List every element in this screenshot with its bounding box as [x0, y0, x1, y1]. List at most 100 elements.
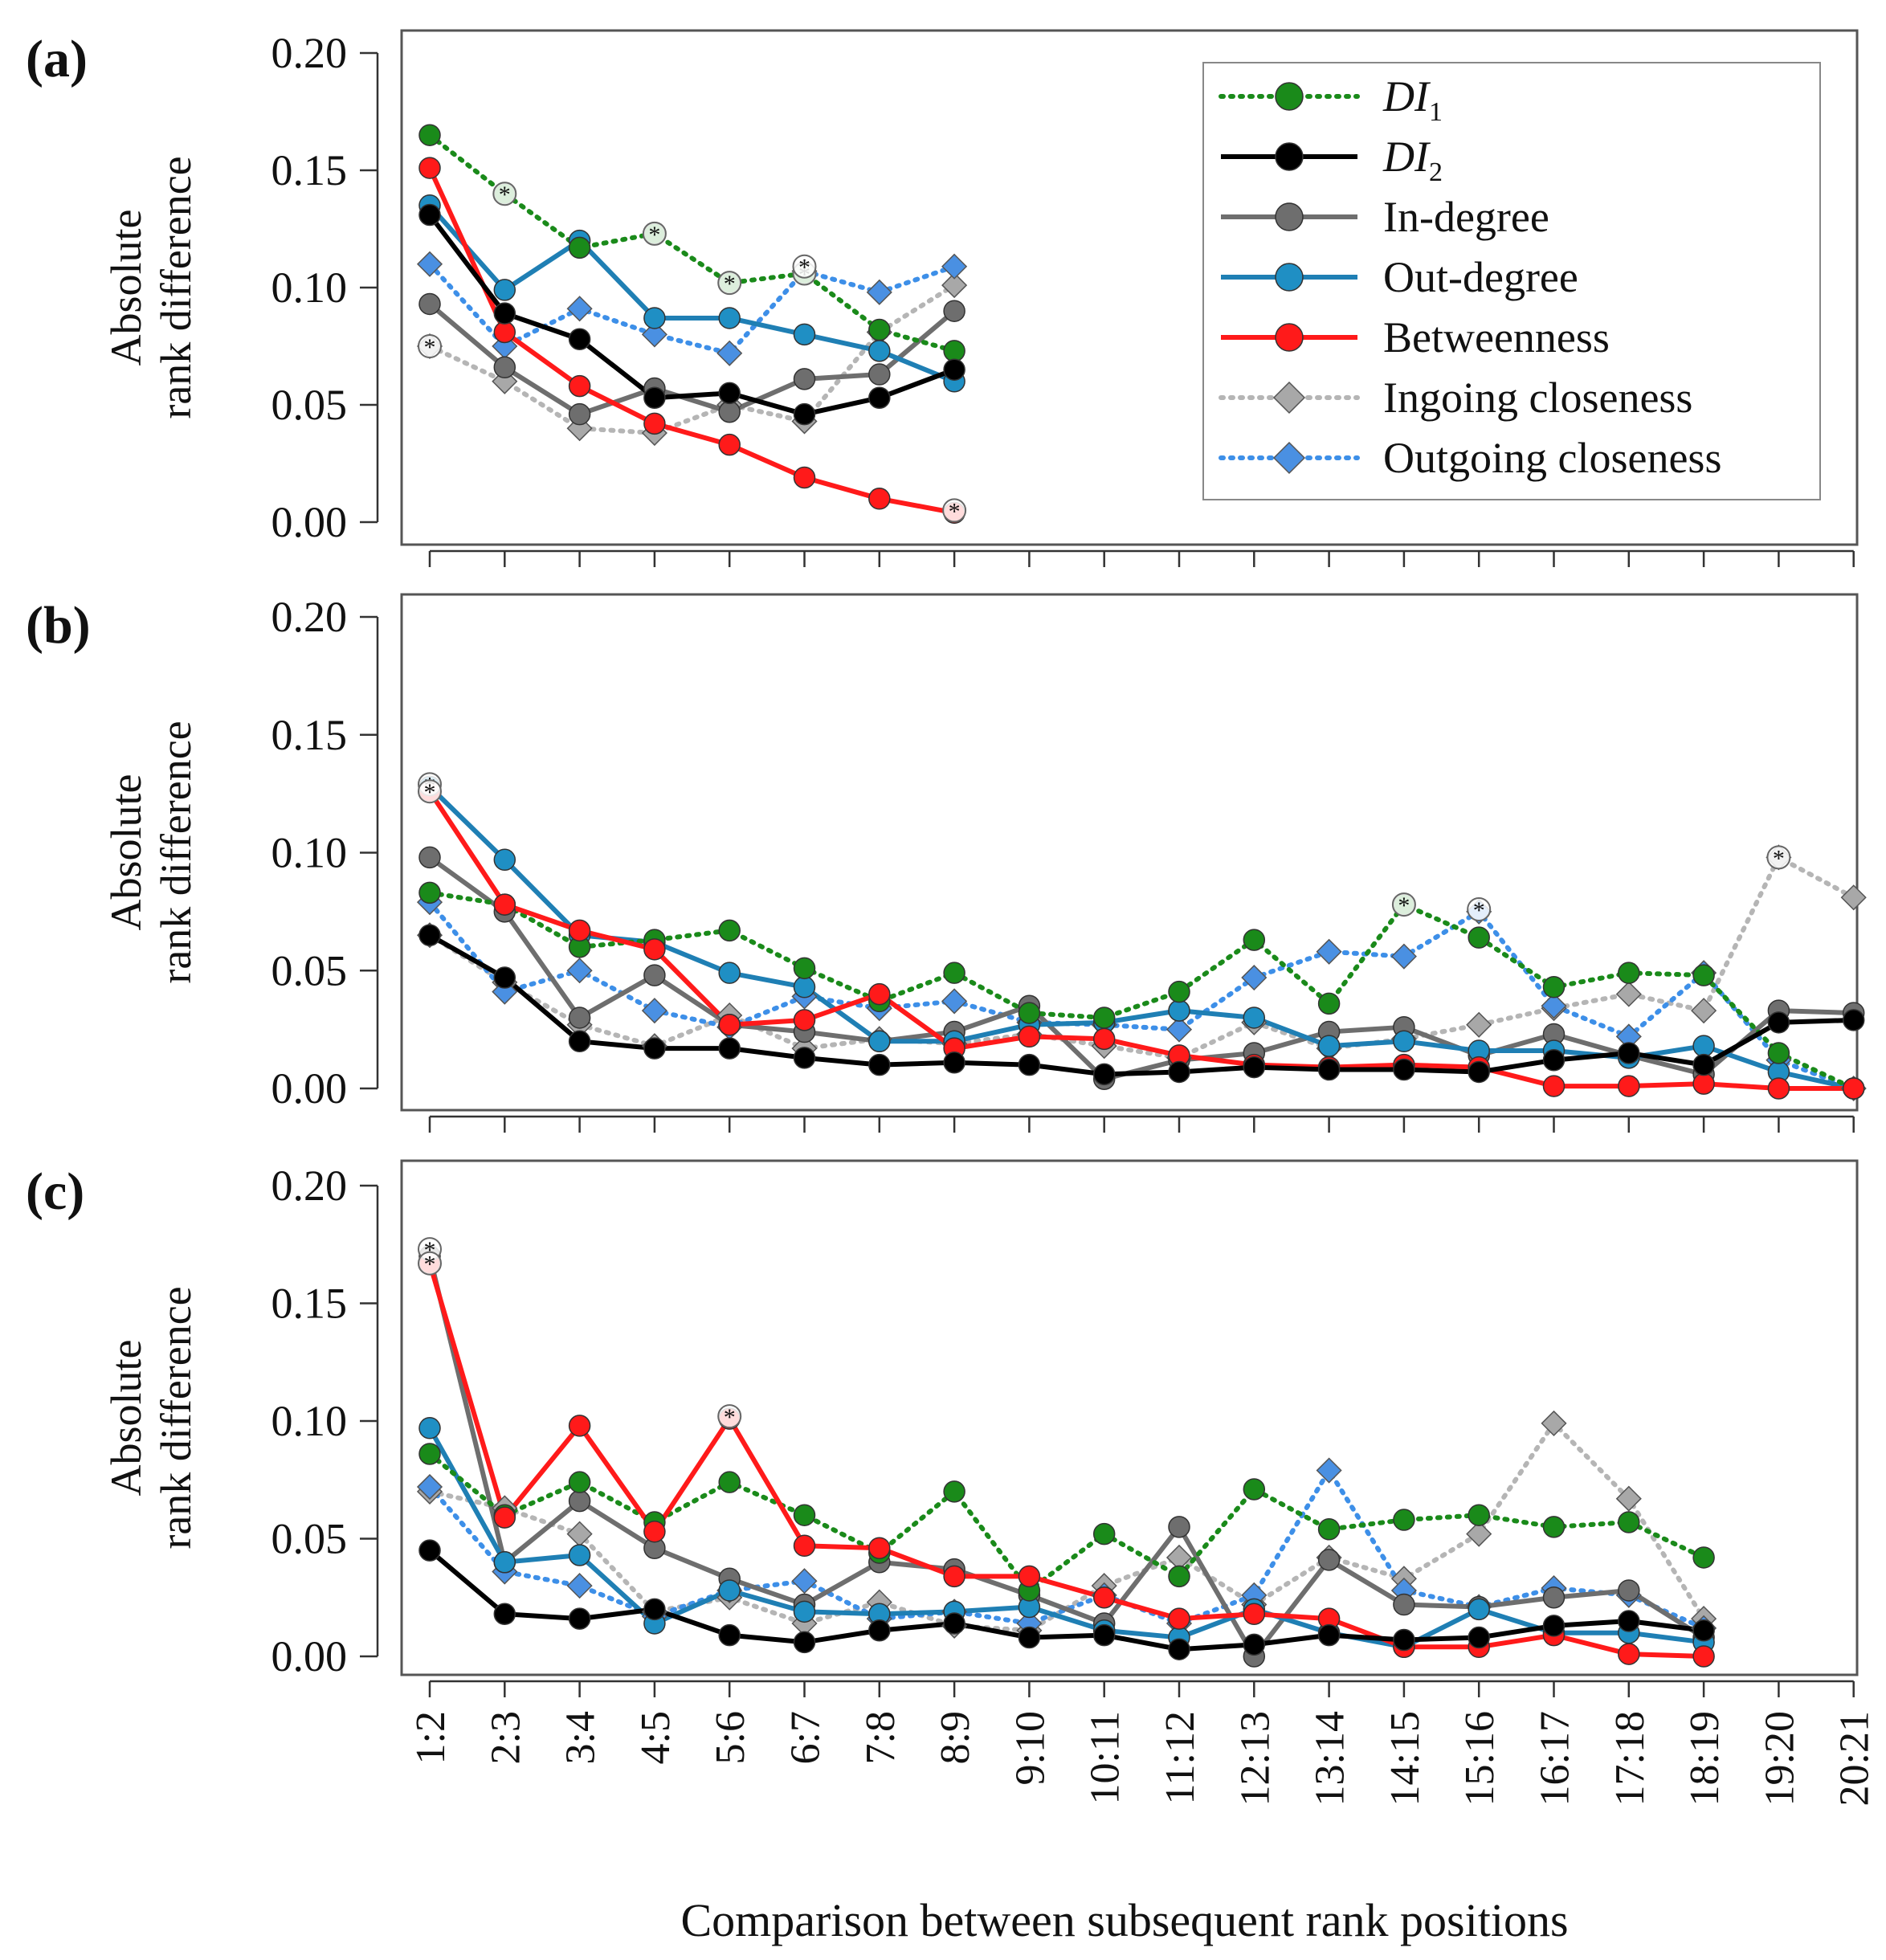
point-betw [793, 1009, 816, 1031]
point-outdeg [718, 962, 741, 984]
point-outclos [1316, 938, 1342, 965]
point-inclos [1691, 998, 1717, 1024]
point-DI2 [943, 1051, 965, 1074]
x-tick-label: 14:15 [1382, 1711, 1428, 1806]
point-DI2 [1393, 1628, 1415, 1652]
point-DI1 [943, 340, 965, 362]
point-DI2 [1168, 1638, 1190, 1660]
y-tick-label: 0.20 [271, 1162, 348, 1210]
panels-layer: (a) 0.00 0.05 0.10 0.15 0.20 Absoluterank diff… [26, 29, 1878, 1806]
x-tick-label: 8:9 [933, 1711, 978, 1764]
legend-label: In-degree [1383, 193, 1549, 241]
svg-text:*: * [949, 498, 961, 525]
panel-2: (b) 0.00 0.05 0.10 0.15 0.20 Absoluterank diff… [26, 593, 1867, 1133]
point-betw [1618, 1643, 1640, 1665]
point-betw [568, 1415, 591, 1437]
legend-entry-DI2: DI2 [1221, 133, 1443, 187]
point-DI1 [1618, 1511, 1640, 1533]
point-DI1 [793, 957, 816, 980]
x-tick-label: 2:3 [483, 1711, 529, 1764]
x-tick-label: 9:10 [1007, 1711, 1053, 1785]
point-DI1 [568, 1471, 591, 1493]
point-betw [1692, 1645, 1715, 1668]
point-outdeg [493, 1551, 516, 1574]
point-DI2 [1168, 1060, 1190, 1084]
point-DI1 [1243, 929, 1266, 951]
point-DI2 [1692, 1619, 1715, 1642]
point-DI2 [568, 328, 591, 350]
point-DI2 [1767, 1011, 1790, 1034]
outlier-marker: * [717, 271, 742, 297]
outlier-marker: * [1391, 892, 1416, 919]
series-line-betw [427, 1262, 1704, 1659]
point-DI1 [1468, 1504, 1490, 1526]
point-DI2 [1317, 1623, 1341, 1647]
point-DI2 [1468, 1626, 1490, 1649]
outlier-marker: * [492, 182, 517, 208]
legend-entry-outclos: Outgoing closeness [1219, 434, 1721, 482]
point-outdeg [793, 1600, 816, 1623]
svg-text:*: * [1473, 897, 1485, 924]
point-outclos [1316, 1457, 1342, 1484]
x-tick-label: 3:4 [558, 1711, 604, 1764]
x-tick-label: 11:12 [1157, 1711, 1203, 1805]
x-tick-label: 19:20 [1757, 1711, 1802, 1806]
y-tick-label: 0.20 [271, 29, 348, 77]
point-indeg [568, 1489, 591, 1513]
x-tick-labels: 1:2 2:3 3:4 4:5 5:6 6:7 7:8 8:9 9:10 10:11 11:12 12… [408, 1711, 1878, 1806]
outlier-marker: * [942, 498, 967, 525]
point-betw [643, 1520, 666, 1543]
legend-marker [1272, 441, 1306, 475]
series-layer: ******* [416, 124, 968, 525]
svg-text:*: * [424, 1252, 436, 1278]
point-betw [1018, 1565, 1041, 1588]
x-tick-label: 20:21 [1832, 1711, 1878, 1806]
point-DI1 [1542, 976, 1566, 998]
panel-label: (a) [26, 30, 88, 88]
svg-text:*: * [1398, 892, 1410, 919]
series-line-outdeg [427, 203, 956, 384]
point-DI1 [718, 919, 741, 942]
point-DI1 [1317, 992, 1341, 1015]
point-DI1 [418, 881, 441, 904]
point-DI2 [793, 402, 816, 426]
point-outdeg [1468, 1598, 1490, 1621]
x-tick-label: 13:14 [1308, 1711, 1353, 1806]
y-tick-label: 0.05 [271, 946, 348, 994]
point-DI1 [1393, 1509, 1415, 1531]
point-betw [1243, 1603, 1266, 1626]
legend-label: Outgoing closeness [1383, 434, 1721, 482]
point-indeg [1393, 1593, 1415, 1616]
point-DI2 [1618, 1610, 1640, 1632]
point-DI2 [1243, 1633, 1266, 1656]
point-outclos [941, 988, 968, 1015]
point-DI1 [1168, 980, 1190, 1003]
point-inclos [1541, 1410, 1567, 1436]
point-DI2 [418, 203, 441, 227]
point-inclos [1615, 981, 1642, 1007]
point-betw [868, 1537, 891, 1559]
point-betw [718, 433, 741, 456]
svg-text:*: * [798, 255, 810, 281]
outlier-marker: * [418, 779, 442, 806]
legend-entry-betw: Betweenness [1221, 313, 1610, 361]
point-betw [568, 919, 591, 942]
legend-box [1202, 62, 1821, 500]
point-outdeg [643, 307, 666, 329]
point-DI2 [1542, 1615, 1566, 1637]
point-DI1 [868, 318, 891, 341]
point-betw [493, 1506, 516, 1529]
point-indeg [568, 1007, 591, 1029]
point-outdeg [718, 307, 741, 329]
point-DI2 [943, 358, 965, 381]
legend-marker [1275, 142, 1304, 171]
point-DI2 [568, 1607, 591, 1630]
point-DI2 [868, 386, 891, 409]
point-DI2 [1317, 1058, 1341, 1081]
series-line-DI1 [427, 890, 1856, 1091]
point-betw [493, 893, 516, 916]
point-DI2 [1393, 1058, 1415, 1081]
svg-text:*: * [1773, 845, 1785, 872]
y-axis-title: Absoluterank difference [102, 156, 200, 419]
legend-label: Ingoing closeness [1383, 374, 1692, 422]
